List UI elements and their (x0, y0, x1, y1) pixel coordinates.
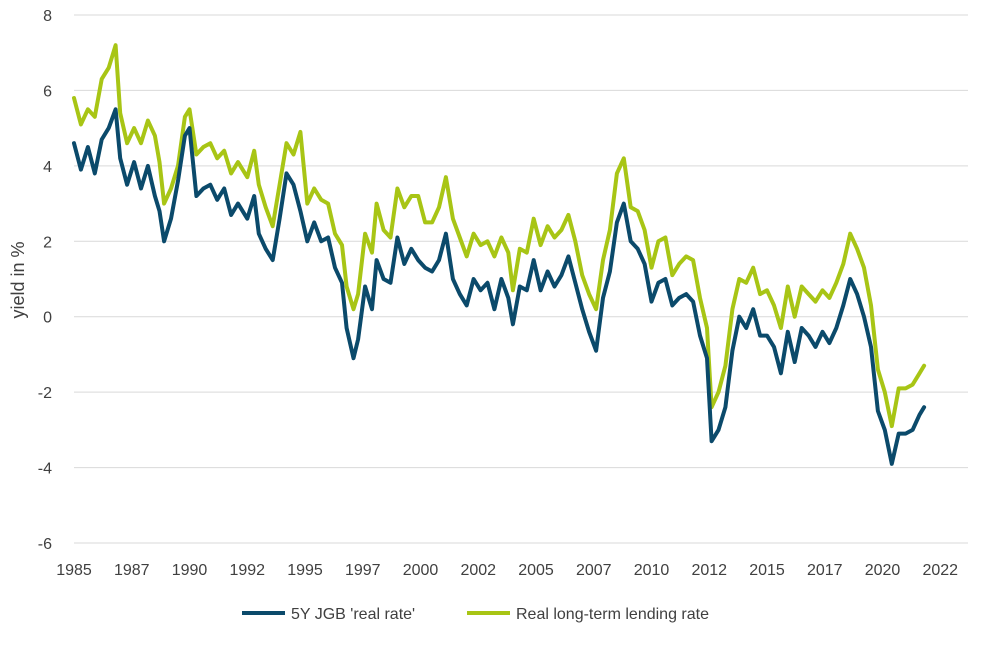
x-tick-label: 1992 (229, 562, 265, 579)
y-tick-label: 0 (43, 310, 52, 327)
chart-container: -6 -4 -2 0 2 4 6 8 1985 1987 1990 1992 1995 1997 2000… (0, 0, 984, 649)
y-tick-label: 2 (43, 234, 52, 251)
legend-label-jgb-real-rate: 5Y JGB 'real rate' (291, 606, 415, 623)
series-line-jgb-real-rate (74, 109, 924, 464)
y-tick-label: -4 (38, 461, 52, 478)
y-tick-label: 6 (43, 83, 52, 100)
y-tick-label: -2 (38, 385, 52, 402)
gridlines (74, 15, 968, 543)
x-tick-label: 1997 (345, 562, 381, 579)
x-tick-label: 2007 (576, 562, 612, 579)
y-tick-label: 4 (43, 159, 52, 176)
x-axis-ticks: 1985 1987 1990 1992 1995 1997 2000 2002 2005 2007… (56, 562, 958, 579)
line-chart: -6 -4 -2 0 2 4 6 8 1985 1987 1990 1992 1995 1997 2000… (0, 0, 984, 649)
legend-label-real-lending-rate: Real long-term lending rate (516, 606, 709, 623)
y-tick-label: -6 (38, 536, 52, 553)
x-tick-label: 1995 (287, 562, 323, 579)
legend-item-jgb-real-rate: 5Y JGB 'real rate' (242, 606, 415, 623)
x-tick-label: 2010 (634, 562, 670, 579)
x-tick-label: 1990 (172, 562, 208, 579)
x-tick-label: 2002 (460, 562, 496, 579)
x-tick-label: 1985 (56, 562, 92, 579)
legend: 5Y JGB 'real rate' Real long-term lendin… (242, 606, 709, 623)
y-axis-ticks: -6 -4 -2 0 2 4 6 8 (38, 8, 52, 553)
x-tick-label: 2022 (922, 562, 958, 579)
x-tick-label: 2020 (865, 562, 901, 579)
x-tick-label: 2015 (749, 562, 785, 579)
y-axis-title: yield in % (8, 241, 28, 318)
x-tick-label: 2017 (807, 562, 843, 579)
x-tick-label: 2005 (518, 562, 554, 579)
x-tick-label: 2012 (691, 562, 727, 579)
y-tick-label: 8 (43, 8, 52, 25)
x-tick-label: 2000 (403, 562, 439, 579)
series-line-real-lending-rate (74, 45, 924, 426)
series-lines (74, 45, 924, 464)
legend-item-real-lending-rate: Real long-term lending rate (467, 606, 709, 623)
x-tick-label: 1987 (114, 562, 150, 579)
